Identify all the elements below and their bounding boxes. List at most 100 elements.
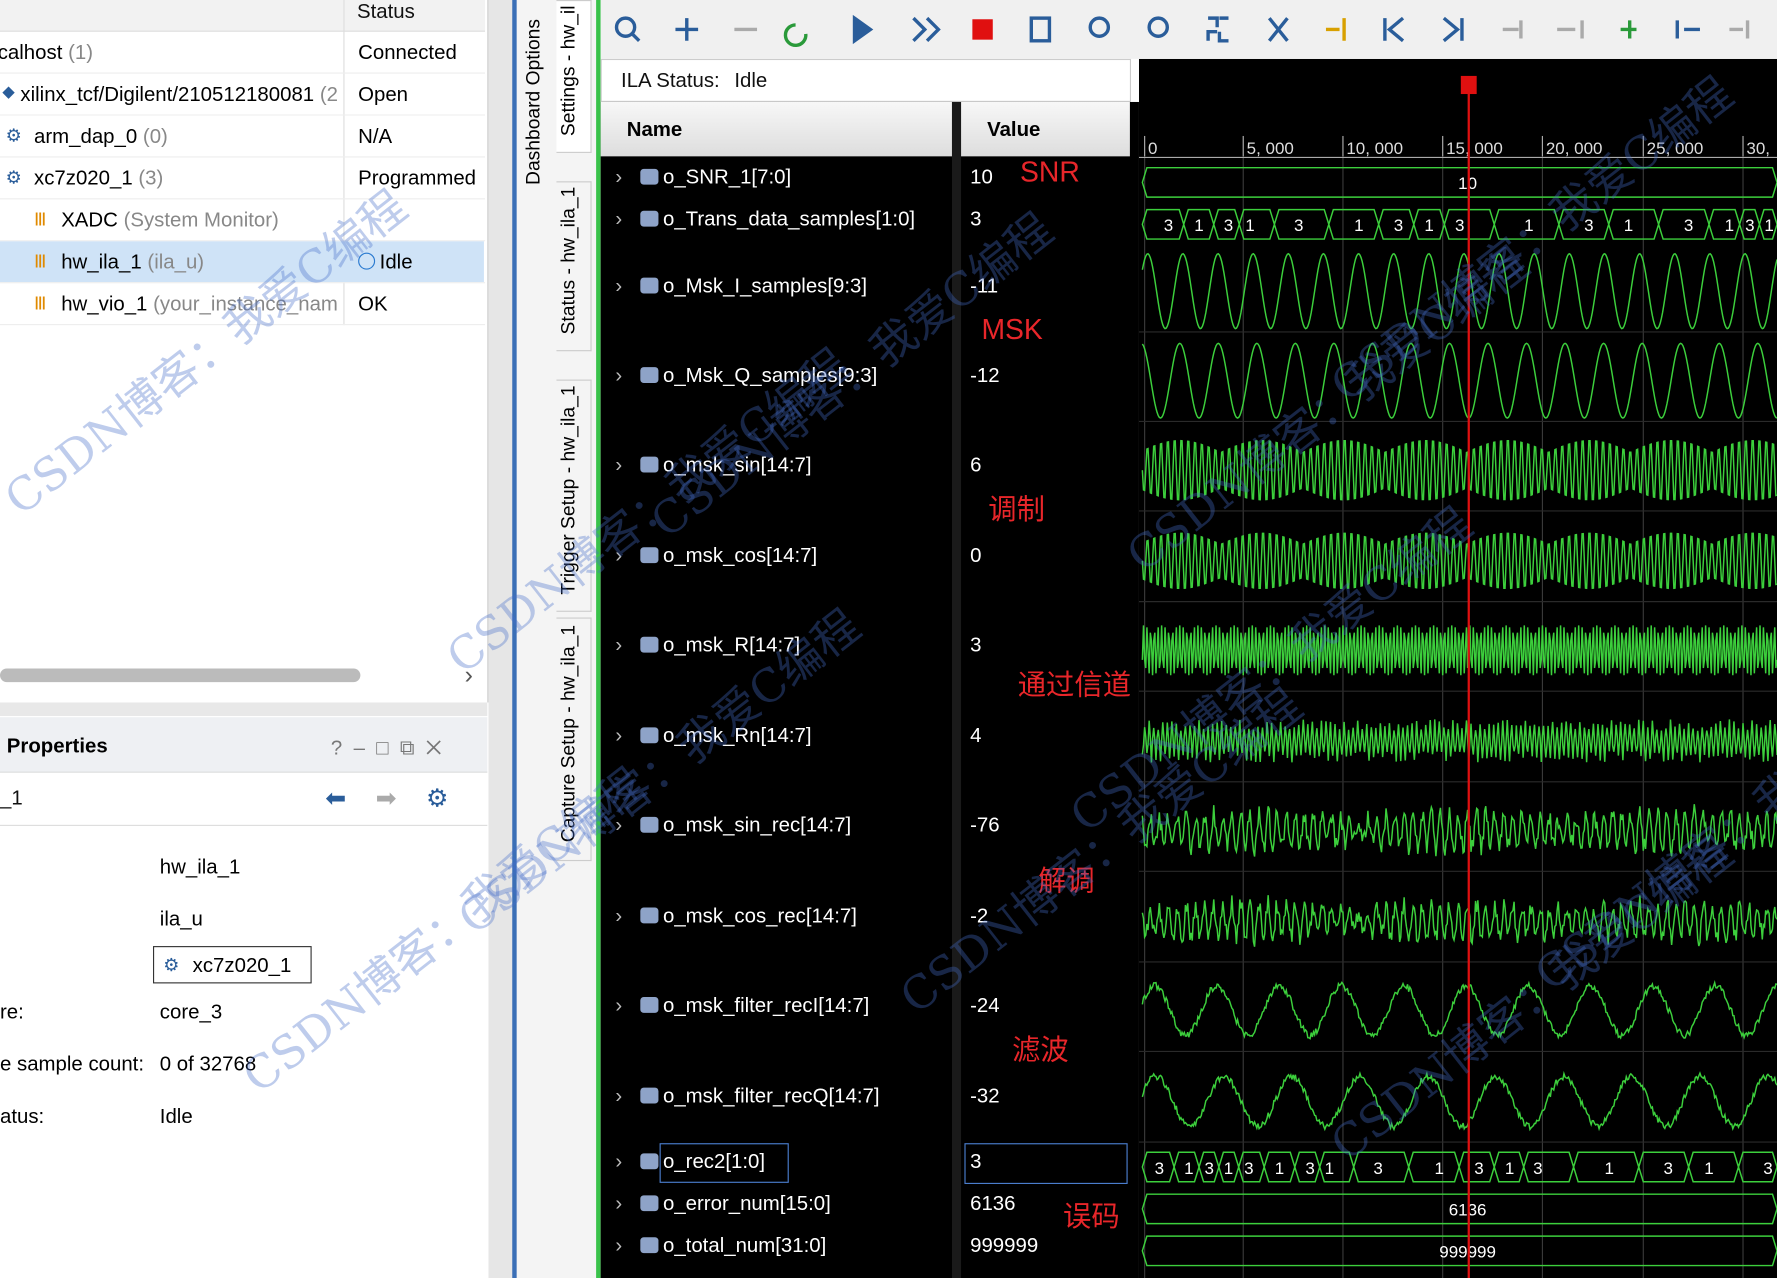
signal-value: -24 — [970, 993, 1000, 1017]
analog-trace — [1141, 532, 1777, 590]
expand-arrow[interactable]: › — [615, 633, 623, 657]
bus-value: 3 — [1474, 1159, 1483, 1178]
h-scrollbar[interactable] — [0, 668, 361, 683]
row-divider — [0, 324, 486, 326]
time-label: 20, 000 — [1546, 139, 1603, 158]
signal-value: -76 — [970, 813, 1000, 837]
bus-value: 1 — [1275, 1159, 1284, 1178]
tree-icon: ⚙ — [5, 168, 22, 189]
bus-icon — [640, 168, 659, 185]
side-tab[interactable]: Settings - hw_il — [557, 5, 580, 137]
cursor-handle — [1460, 75, 1477, 95]
expand-arrow[interactable]: › — [615, 723, 623, 747]
expand-arrow[interactable]: › — [615, 904, 623, 927]
annotation: 滤波 — [1012, 1034, 1069, 1067]
bus-trace — [1141, 1193, 1777, 1225]
green-edge — [596, 0, 601, 1278]
bus-icon — [640, 547, 659, 564]
signal-name[interactable]: o_msk_sin[14:7] — [662, 453, 812, 476]
tree-node[interactable]: calhost (1) — [0, 41, 340, 65]
bus-value: 1 — [1524, 216, 1533, 235]
expand-arrow[interactable]: › — [615, 813, 623, 837]
tree-node[interactable]: xilinx_tcf/Digilent/210512180081 (2 — [20, 83, 340, 107]
signal-name[interactable]: o_msk_sin_rec[14:7] — [662, 813, 852, 837]
expand-arrow[interactable]: › — [615, 1233, 623, 1257]
expand-arrow[interactable]: › — [615, 543, 623, 567]
bus-icon — [640, 636, 659, 653]
nav-buttons[interactable]: ⬅➡⚙ — [325, 784, 478, 813]
expand-arrow[interactable]: › — [615, 207, 623, 230]
row-divider — [0, 198, 486, 200]
tree-header — [0, 0, 486, 32]
tree-node[interactable]: xc7z020_1 (3) — [34, 167, 340, 191]
node-status: N/A — [358, 124, 393, 148]
node-status: Connected — [358, 40, 457, 64]
bus-icon — [640, 1195, 659, 1212]
bus-icon — [640, 277, 659, 294]
bus-value: 1 — [1435, 1159, 1444, 1178]
expand-arrow[interactable]: › — [615, 1149, 623, 1173]
signal-name[interactable]: o_msk_Rn[14:7] — [662, 723, 812, 747]
signal-name[interactable]: o_Msk_I_samples[9:3] — [662, 274, 868, 297]
tree-node[interactable]: arm_dap_0 (0) — [34, 125, 340, 149]
expand-arrow[interactable]: › — [615, 274, 623, 297]
bus-value: 1 — [1184, 1159, 1193, 1178]
signal-name[interactable]: o_SNR_1[7:0] — [662, 165, 792, 189]
signal-name[interactable]: o_Msk_Q_samples[9:3] — [662, 363, 878, 387]
node-detail: (ila_u) — [147, 250, 205, 274]
properties-window-buttons[interactable]: ?–□⧉✕ — [330, 736, 453, 760]
signal-name[interactable]: o_total_num[31:0] — [662, 1233, 827, 1257]
bus-value: 3 — [1584, 216, 1593, 235]
properties-object: _1 — [0, 786, 23, 809]
row-divider — [0, 282, 486, 284]
selected-name-box — [659, 1143, 789, 1183]
node-status: Open — [358, 82, 409, 106]
signal-name[interactable]: o_msk_cos_rec[14:7] — [662, 904, 857, 927]
bus-value: 1 — [1704, 1159, 1713, 1178]
signal-name[interactable]: o_Trans_data_samples[1:0] — [662, 207, 916, 230]
tree-node[interactable]: XADC (System Monitor) — [61, 208, 340, 232]
signal-name[interactable]: o_msk_filter_recI[14:7] — [662, 993, 870, 1017]
bus-value: 3 — [1533, 1159, 1542, 1178]
chip-icon: ⚙ — [163, 956, 180, 976]
expand-arrow[interactable]: › — [615, 453, 623, 476]
node-name: xilinx_tcf/Digilent/210512180081 — [20, 82, 315, 106]
tree-node[interactable]: hw_ila_1 (ila_u) — [61, 250, 340, 274]
tree-node[interactable]: hw_vio_1 (your_instance_nam — [61, 292, 340, 316]
analog-trace — [1141, 804, 1777, 857]
signal-name[interactable]: o_msk_cos[14:7] — [662, 543, 818, 567]
signal-value: 3 — [970, 1149, 982, 1173]
signal-name[interactable]: o_msk_R[14:7] — [662, 633, 801, 657]
expand-arrow[interactable]: › — [615, 1191, 623, 1215]
analog-trace — [1141, 719, 1777, 763]
panel-splitter — [0, 702, 488, 717]
ila-status-label: ILA Status: — [621, 69, 720, 92]
ila-status-box — [600, 58, 1132, 102]
toolbar-icons[interactable] — [614, 14, 1750, 47]
signal-value: 6136 — [970, 1191, 1016, 1215]
signal-value: 999999 — [970, 1233, 1039, 1257]
properties-header — [0, 717, 488, 773]
value-box — [152, 946, 312, 984]
row-divider — [0, 156, 486, 158]
signal-name[interactable]: o_error_num[15:0] — [662, 1191, 831, 1215]
analog-trace — [1141, 342, 1777, 419]
expand-arrow[interactable]: › — [615, 165, 623, 189]
side-tab[interactable]: Dashboard Options — [522, 18, 544, 185]
blue-edge — [512, 0, 517, 1278]
analog-trace — [1141, 980, 1777, 1040]
value-header — [961, 101, 1130, 157]
expand-arrow[interactable]: › — [615, 1084, 623, 1107]
time-label: 30, — [1746, 139, 1770, 158]
column-divider — [343, 0, 345, 326]
expand-arrow[interactable]: › — [615, 363, 623, 387]
tab-border — [556, 0, 592, 153]
node-name: XADC — [61, 208, 118, 232]
signal-name[interactable]: o_msk_filter_recQ[14:7] — [662, 1084, 880, 1107]
side-tab[interactable]: Status - hw_ila_1 — [557, 186, 580, 335]
scroll-right[interactable]: › — [464, 660, 473, 689]
expand-arrow[interactable]: › — [615, 993, 623, 1017]
name-header — [600, 101, 952, 157]
signal-name[interactable]: o_rec2[1:0] — [662, 1149, 766, 1173]
